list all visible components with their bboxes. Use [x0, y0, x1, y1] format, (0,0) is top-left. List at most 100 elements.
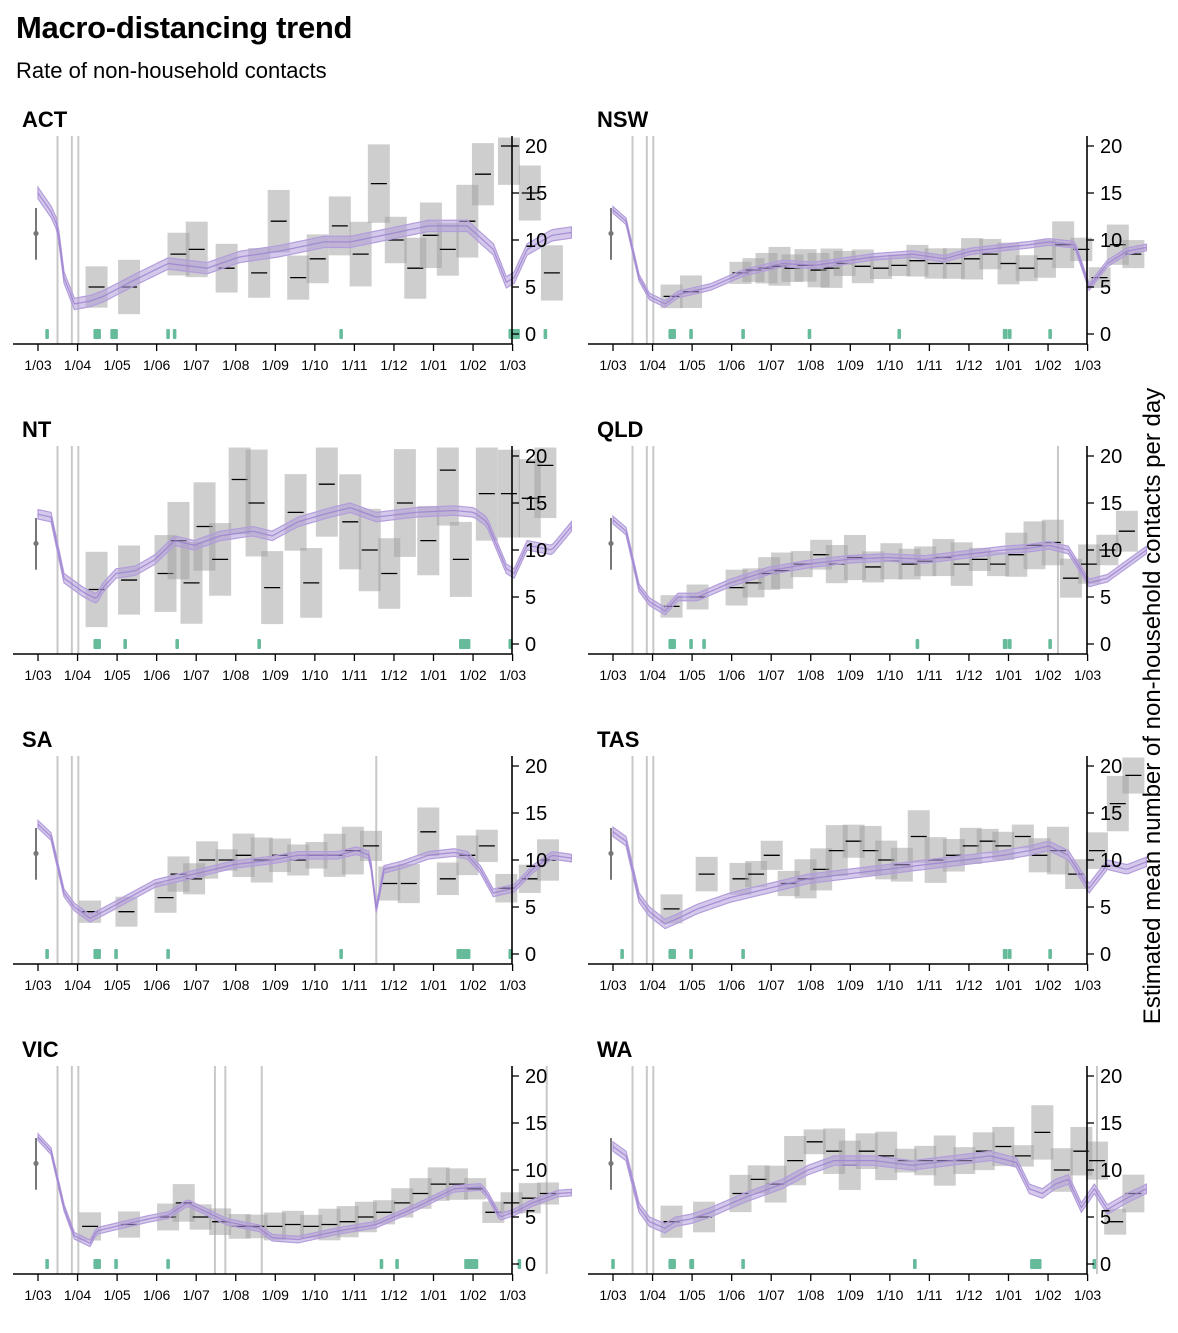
x-tick-label: 1/03 — [1074, 357, 1101, 373]
x-tick-label: 1/05 — [678, 667, 705, 683]
x-tick-label: 1/05 — [103, 667, 130, 683]
panel-wa: WA 1/03 1/04 1/05 1/06 1/07 1/08 1/09 1/10 1/11 1/… — [588, 1037, 1147, 1303]
event-tick — [517, 1259, 522, 1269]
x-tick-label: 1/08 — [222, 1287, 249, 1303]
panel-title: VIC — [22, 1037, 59, 1062]
x-tick-label: 1/08 — [222, 977, 249, 993]
x-tick-label: 1/07 — [758, 1287, 785, 1303]
trend-band — [37, 185, 573, 311]
event-tick — [915, 639, 920, 649]
event-tick — [611, 1259, 615, 1269]
y-tick-label: 10 — [525, 1160, 547, 1182]
y-tick-label: 0 — [1100, 324, 1111, 346]
pre-pandemic-point — [33, 1160, 39, 1167]
x-tick-label: 1/07 — [183, 977, 210, 993]
x-tick-label: 1/09 — [837, 667, 864, 683]
panel-title: SA — [22, 727, 53, 752]
x-tick-label: 1/06 — [718, 667, 745, 683]
x-tick-label: 1/06 — [143, 667, 170, 683]
panel-title: WA — [597, 1037, 633, 1062]
x-tick-label: 1/11 — [916, 1287, 942, 1303]
panel-act: ACT 1/03 1/04 1/05 1/06 1/07 1/08 1/09 1/10 1/11 1… — [13, 107, 573, 373]
x-tick-label: 1/07 — [758, 667, 785, 683]
y-tick-label: 5 — [525, 587, 536, 609]
panel-tas: TAS 1/03 1/04 1/05 1/06 1/07 1/08 1/09 1/10 1/11 1… — [588, 727, 1147, 993]
survey-box — [315, 447, 338, 537]
x-tick-label: 1/02 — [459, 1287, 486, 1303]
event-tick — [672, 1259, 676, 1269]
event-tick — [672, 949, 676, 959]
panel-nt: NT 1/03 1/04 1/05 1/06 1/07 1/08 1/09 1/10 1/11 1/… — [13, 417, 573, 683]
x-tick-label: 1/03 — [24, 357, 51, 373]
y-tick-label: 15 — [525, 493, 547, 515]
x-tick-label: 1/02 — [1034, 667, 1061, 683]
trend-band — [612, 1140, 1147, 1234]
event-tick — [45, 949, 49, 959]
trend-line — [37, 823, 572, 920]
x-tick-label: 1/12 — [955, 357, 982, 373]
x-tick-label: 1/07 — [758, 977, 785, 993]
panel-vic: VIC 1/03 1/04 1/05 1/06 1/07 1/08 1/09 1/10 1/11 1… — [13, 1037, 573, 1303]
y-tick-label: 0 — [525, 944, 536, 966]
survey-box — [228, 447, 251, 535]
x-tick-label: 1/01 — [420, 977, 447, 993]
y-tick-label: 15 — [1100, 803, 1122, 825]
x-tick-label: 1/01 — [995, 1287, 1022, 1303]
event-tick — [114, 329, 118, 339]
x-tick-label: 1/05 — [103, 357, 130, 373]
x-tick-label: 1/02 — [1034, 1287, 1061, 1303]
x-tick-label: 1/12 — [380, 667, 407, 683]
x-tick-label: 1/11 — [341, 667, 367, 683]
trend-line — [612, 831, 1147, 925]
x-tick-label: 1/12 — [380, 977, 407, 993]
x-tick-label: 1/02 — [1034, 977, 1061, 993]
event-tick — [45, 1259, 49, 1269]
x-tick-label: 1/12 — [955, 1287, 982, 1303]
x-tick-label: 1/09 — [262, 357, 289, 373]
y-tick-label: 20 — [525, 136, 547, 158]
pre-pandemic-point — [33, 850, 39, 857]
y-tick-label: 15 — [1100, 183, 1122, 205]
y-tick-label: 0 — [1100, 944, 1111, 966]
y-tick-label: 15 — [1100, 493, 1122, 515]
event-tick — [175, 639, 180, 649]
event-tick — [339, 949, 343, 959]
x-tick-label: 1/06 — [143, 1287, 170, 1303]
x-tick-label: 1/04 — [639, 667, 666, 683]
event-tick — [97, 329, 101, 339]
x-tick-label: 1/07 — [183, 1287, 210, 1303]
y-tick-label: 0 — [525, 1254, 536, 1276]
y-tick-label: 10 — [525, 230, 547, 252]
x-tick-label: 1/01 — [995, 977, 1022, 993]
event-tick — [672, 639, 676, 649]
y-tick-label: 20 — [1100, 136, 1122, 158]
trend-line — [37, 1136, 572, 1245]
event-tick — [1048, 639, 1052, 649]
page-title: Macro-distancing trend — [16, 10, 353, 45]
y-tick-label: 15 — [1100, 1113, 1122, 1135]
y-tick-label: 20 — [1100, 1066, 1122, 1088]
x-tick-label: 1/11 — [341, 1287, 367, 1303]
event-tick — [45, 329, 49, 339]
page-subtitle: Rate of non-household contacts — [16, 58, 327, 83]
x-tick-label: 1/03 — [24, 977, 51, 993]
y-tick-label: 5 — [1100, 1207, 1111, 1229]
x-tick-label: 1/06 — [143, 357, 170, 373]
event-tick — [114, 1259, 118, 1269]
x-tick-label: 1/05 — [103, 977, 130, 993]
trend-band — [612, 514, 1147, 616]
event-tick — [807, 329, 812, 339]
x-tick-label: 1/07 — [183, 357, 210, 373]
event-tick — [913, 1259, 917, 1269]
event-tick — [1037, 1259, 1042, 1269]
y-tick-label: 20 — [525, 756, 547, 778]
event-tick — [395, 1259, 399, 1269]
event-tick — [466, 639, 471, 649]
event-tick — [508, 949, 513, 959]
x-tick-label: 1/10 — [301, 1287, 328, 1303]
trend-line — [612, 519, 1147, 612]
x-tick-label: 1/09 — [837, 1287, 864, 1303]
y-tick-label: 5 — [525, 1207, 536, 1229]
x-tick-label: 1/05 — [678, 977, 705, 993]
y-tick-label: 10 — [1100, 850, 1122, 872]
